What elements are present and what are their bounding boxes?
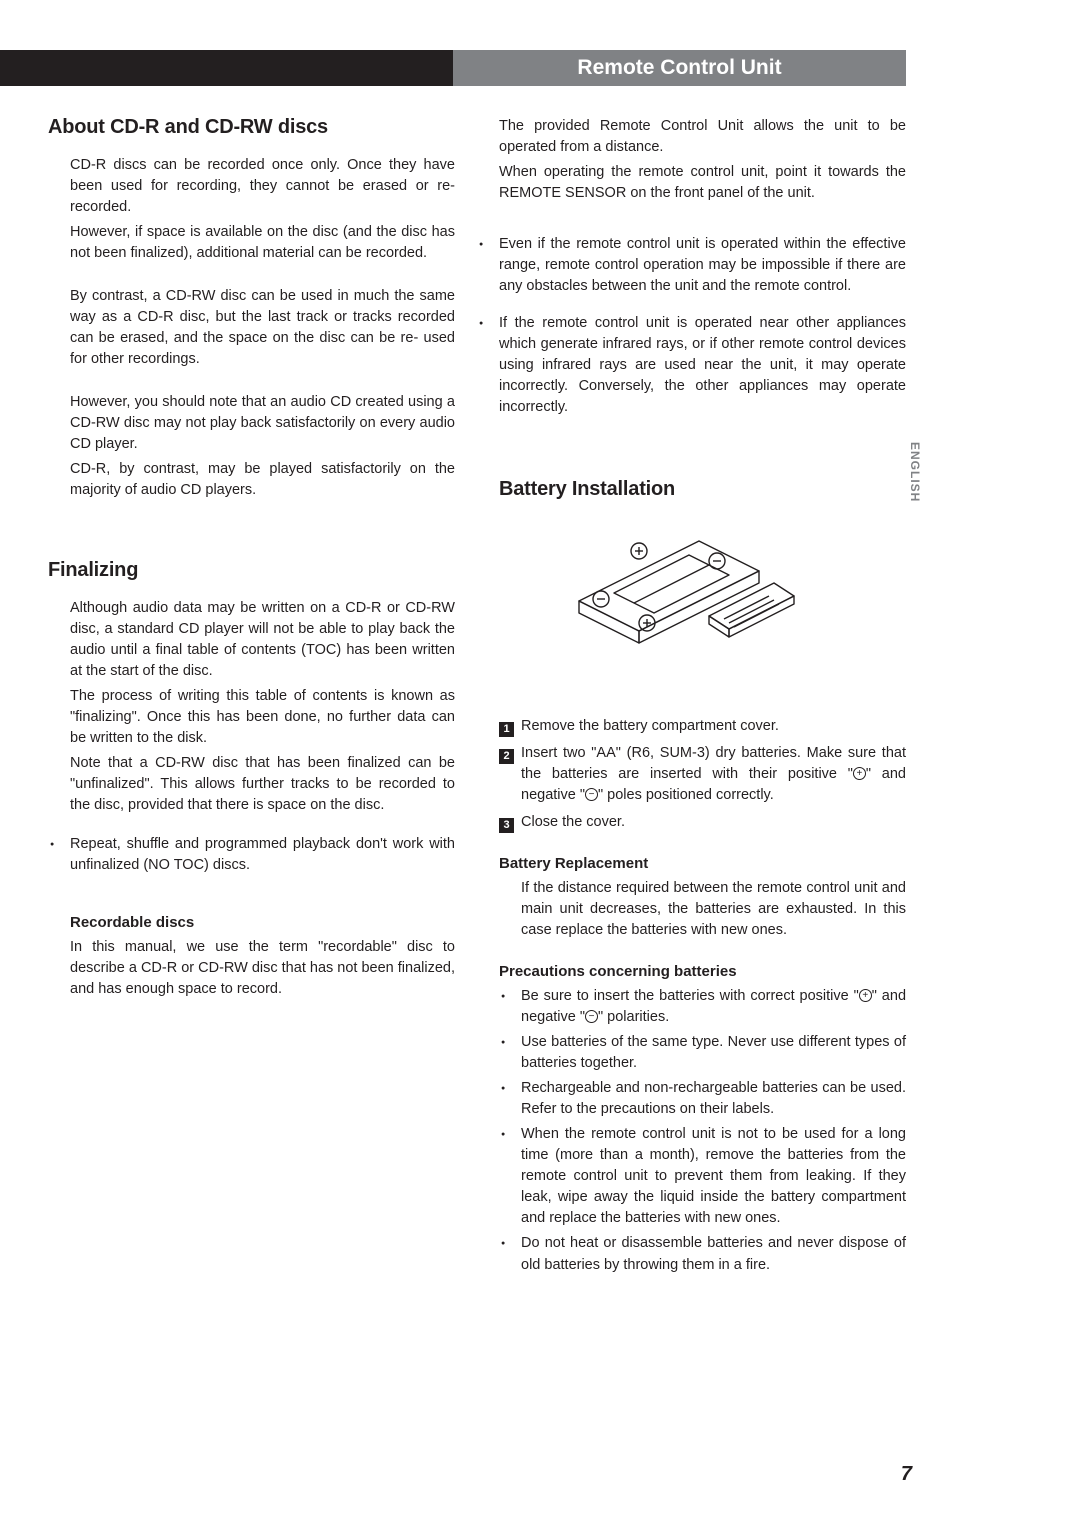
bullet-icon — [499, 1233, 521, 1275]
bullet-icon — [477, 234, 499, 297]
intro-b2-text: If the remote control unit is operated n… — [499, 313, 906, 418]
cdr-p1: CD-R discs can be recorded once only. On… — [70, 155, 455, 218]
section-title: Remote Control Unit — [577, 56, 781, 80]
step-badge-1: 1 — [499, 716, 521, 737]
cdr-p5: CD-R, by contrast, may be played satisfa… — [70, 459, 455, 501]
step-1-text: Remove the battery compartment cover. — [521, 716, 906, 737]
bullet-icon — [477, 313, 499, 418]
heading-replacement: Battery Replacement — [499, 855, 906, 872]
page-number: 7 — [901, 1463, 912, 1486]
heading-finalizing: Finalizing — [48, 559, 455, 582]
bullet-icon — [499, 1032, 521, 1074]
fin-p2: The process of writing this table of con… — [70, 686, 455, 749]
step-3: 3 Close the cover. — [499, 812, 906, 833]
left-column: About CD-R and CD-RW discs CD-R discs ca… — [48, 116, 455, 1280]
header-black-bar — [0, 50, 453, 86]
plus-icon: + — [859, 989, 872, 1002]
prec-bullet-4: When the remote control unit is not to b… — [499, 1124, 906, 1229]
fin-p1: Although audio data may be written on a … — [70, 598, 455, 682]
bullet-icon — [499, 986, 521, 1028]
prec-b1-text: Be sure to insert the batteries with cor… — [521, 986, 906, 1028]
prec-b5-text: Do not heat or disassemble batteries and… — [521, 1233, 906, 1275]
fin-bullet-text: Repeat, shuffle and programmed playback … — [70, 834, 455, 876]
finalizing-body: Although audio data may be written on a … — [70, 598, 455, 816]
bullet-icon — [48, 834, 70, 876]
repl-p: If the distance required between the rem… — [521, 878, 906, 941]
cdr-body: CD-R discs can be recorded once only. On… — [70, 155, 455, 501]
prec-b3-text: Rechargeable and non-rechargeable batter… — [521, 1078, 906, 1120]
prec-bullet-1: Be sure to insert the batteries with cor… — [499, 986, 906, 1028]
prec-bullet-5: Do not heat or disassemble batteries and… — [499, 1233, 906, 1275]
intro-bullet-1: Even if the remote control unit is opera… — [477, 234, 906, 297]
bullet-icon — [499, 1078, 521, 1120]
heading-recordable: Recordable discs — [70, 914, 455, 931]
heading-precautions: Precautions concerning batteries — [499, 963, 906, 980]
header-grey-bar: Remote Control Unit — [453, 50, 906, 86]
header-bars: Remote Control Unit — [0, 50, 906, 86]
step-badge-2: 2 — [499, 743, 521, 806]
plus-icon: + — [853, 767, 866, 780]
heading-battery: Battery Installation — [499, 478, 906, 501]
minus-icon: − — [585, 788, 598, 801]
intro-p1: The provided Remote Control Unit allows … — [499, 116, 906, 158]
prec-bullet-3: Rechargeable and non-rechargeable batter… — [499, 1078, 906, 1120]
recordable-body: In this manual, we use the term "recorda… — [70, 937, 455, 1000]
cdr-p3: By contrast, a CD-RW disc can be used in… — [70, 286, 455, 370]
prec-b4-text: When the remote control unit is not to b… — [521, 1124, 906, 1229]
fin-bullet: Repeat, shuffle and programmed playback … — [48, 834, 455, 876]
bullet-icon — [499, 1124, 521, 1229]
content-columns: About CD-R and CD-RW discs CD-R discs ca… — [48, 116, 906, 1280]
fin-p3: Note that a CD-RW disc that has been fin… — [70, 753, 455, 816]
intro-p2: When operating the remote control unit, … — [499, 162, 906, 204]
prec-b2-text: Use batteries of the same type. Never us… — [521, 1032, 906, 1074]
remote-intro: The provided Remote Control Unit allows … — [499, 116, 906, 204]
battery-diagram — [559, 521, 906, 686]
step-2: 2 Insert two "AA" (R6, SUM-3) dry batter… — [499, 743, 906, 806]
minus-icon: − — [585, 1010, 598, 1023]
step-1: 1 Remove the battery compartment cover. — [499, 716, 906, 737]
rec-p: In this manual, we use the term "recorda… — [70, 937, 455, 1000]
step-badge-3: 3 — [499, 812, 521, 833]
prec-bullet-2: Use batteries of the same type. Never us… — [499, 1032, 906, 1074]
cdr-p4: However, you should note that an audio C… — [70, 392, 455, 455]
intro-bullet-2: If the remote control unit is operated n… — [477, 313, 906, 418]
step-2-text: Insert two "AA" (R6, SUM-3) dry batterie… — [521, 743, 906, 806]
cdr-p2: However, if space is available on the di… — [70, 222, 455, 264]
step-3-text: Close the cover. — [521, 812, 906, 833]
intro-b1-text: Even if the remote control unit is opera… — [499, 234, 906, 297]
language-tab: ENGLISH — [908, 442, 922, 502]
right-column: The provided Remote Control Unit allows … — [499, 116, 906, 1280]
heading-cdr: About CD-R and CD-RW discs — [48, 116, 455, 139]
